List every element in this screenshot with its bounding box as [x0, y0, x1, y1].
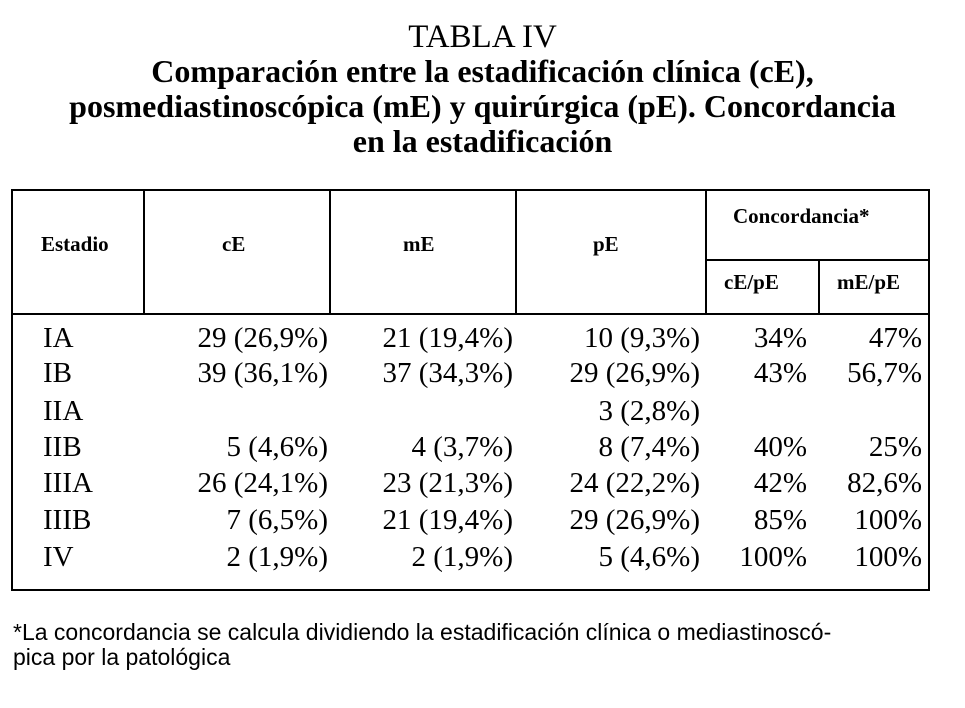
cell-me: 37 (34,3%) [382, 357, 513, 389]
header-bottom-rule [13, 313, 928, 315]
table-row: IIB 5 (4,6%) 4 (3,7%) 8 (7,4%) 40% 25% [13, 430, 932, 465]
cell-me-pe: 56,7% [847, 357, 922, 389]
header-ce-pe: cE/pE [724, 270, 779, 294]
cell-stage: IB [43, 357, 72, 389]
col-divider-concordance [818, 259, 820, 313]
header-concordance: Concordancia* [733, 204, 870, 228]
cell-pe: 10 (9,3%) [584, 322, 700, 354]
cell-pe: 29 (26,9%) [569, 357, 700, 389]
table-number-label: TABLA IV [408, 19, 557, 55]
col-divider-ce [329, 191, 331, 313]
cell-ce-pe: 100% [739, 541, 807, 573]
cell-ce: 26 (24,1%) [197, 467, 328, 499]
concordance-subheader-rule [707, 259, 928, 261]
header-me-pe: mE/pE [837, 270, 901, 294]
header-pe: pE [593, 232, 619, 256]
col-divider-stage [143, 191, 145, 313]
cell-me-pe: 25% [868, 431, 922, 463]
table-caption-line-1: Comparación entre la estadificación clín… [151, 53, 814, 89]
table-row: IA 29 (26,9%) 21 (19,4%) 10 (9,3%) 34% 4… [13, 321, 932, 356]
cell-ce: 39 (36,1%) [197, 357, 328, 389]
header-stage: Estadio [41, 232, 109, 256]
cell-ce-pe: 85% [753, 504, 807, 536]
table-caption-line-3: en la estadificación [352, 123, 613, 159]
cell-ce-pe: 42% [753, 467, 807, 499]
cell-pe: 24 (22,2%) [569, 467, 700, 499]
cell-ce: 2 (1,9%) [226, 541, 328, 573]
cell-ce: 7 (6,5%) [226, 504, 328, 536]
cell-pe: 3 (2,8%) [598, 395, 700, 427]
cell-pe: 5 (4,6%) [598, 541, 700, 573]
cell-stage: IIIA [43, 467, 93, 499]
cell-pe: 8 (7,4%) [598, 431, 700, 463]
cell-ce-pe: 34% [753, 322, 807, 354]
footnote-line-1: *La concordancia se calcula dividiendo l… [13, 619, 832, 645]
cell-ce: 29 (26,9%) [197, 322, 328, 354]
cell-stage: IIA [43, 395, 84, 427]
cell-me-pe: 100% [854, 504, 922, 536]
table-row: IIIB 7 (6,5%) 21 (19,4%) 29 (26,9%) 85% … [13, 503, 932, 538]
table-footnote: *La concordancia se calcula dividiendo l… [13, 620, 953, 670]
footnote-line-2: pica por la patológica [13, 644, 231, 670]
cell-me: 21 (19,4%) [382, 504, 513, 536]
cell-stage: IA [43, 322, 74, 354]
cell-stage: IIB [43, 431, 82, 463]
table-caption-line-2: posmediastinoscópica (mE) y quirúrgica (… [69, 88, 896, 124]
cell-pe: 29 (26,9%) [569, 504, 700, 536]
cell-me-pe: 100% [854, 541, 922, 573]
col-divider-me [515, 191, 517, 313]
cell-stage: IIIB [43, 504, 92, 536]
cell-me: 23 (21,3%) [382, 467, 513, 499]
col-divider-pe [705, 191, 707, 313]
table-row: IV 2 (1,9%) 2 (1,9%) 5 (4,6%) 100% 100% [13, 540, 932, 575]
cell-ce-pe: 40% [753, 431, 807, 463]
table-row: IB 39 (36,1%) 37 (34,3%) 29 (26,9%) 43% … [13, 356, 932, 391]
cell-ce: 5 (4,6%) [226, 431, 328, 463]
cell-me-pe: 47% [868, 322, 922, 354]
cell-me: 2 (1,9%) [411, 541, 513, 573]
table-row: IIA 3 (2,8%) [13, 394, 932, 429]
header-ce: cE [222, 232, 246, 256]
data-table: Estadio cE mE pE Concordancia* cE/pE mE/… [11, 189, 930, 591]
table-row: IIIA 26 (24,1%) 23 (21,3%) 24 (22,2%) 42… [13, 466, 932, 501]
header-me: mE [403, 232, 435, 256]
cell-stage: IV [43, 541, 74, 573]
cell-me: 21 (19,4%) [382, 322, 513, 354]
cell-me: 4 (3,7%) [411, 431, 513, 463]
cell-me-pe: 82,6% [847, 467, 922, 499]
table-title-block: TABLA IV Comparación entre la estadifica… [0, 20, 965, 159]
cell-ce-pe: 43% [753, 357, 807, 389]
